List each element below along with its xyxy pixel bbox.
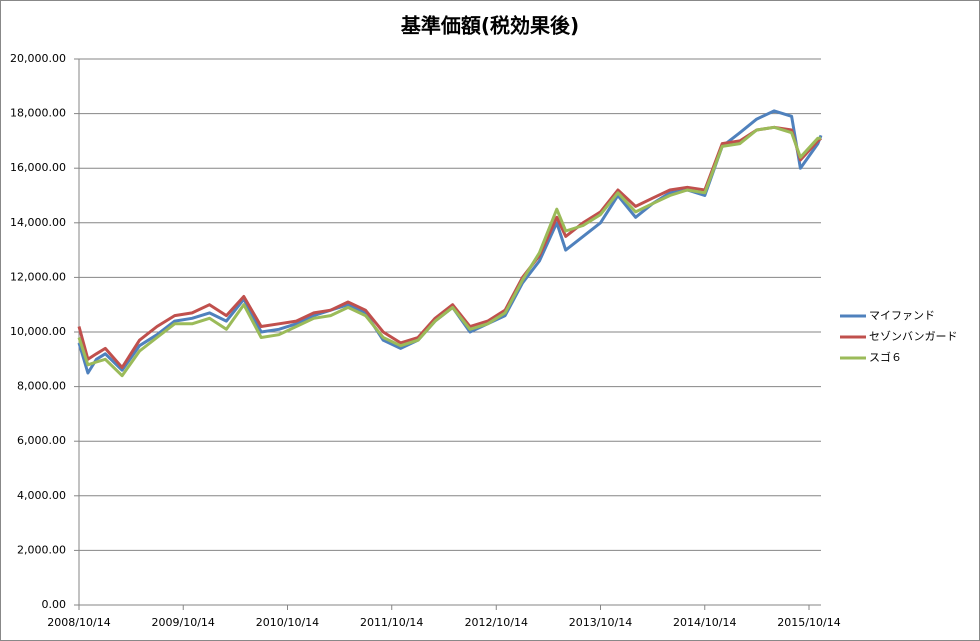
y-tick-label: 12,000.00 [10, 270, 66, 283]
y-tick-label: 16,000.00 [10, 161, 66, 174]
y-tick-label: 20,000.00 [10, 52, 66, 65]
y-tick-label: 8,000.00 [17, 380, 66, 393]
x-tick-label: 2011/10/14 [360, 616, 423, 629]
y-tick-label: 4,000.00 [17, 489, 66, 502]
x-tick-label: 2012/10/14 [465, 616, 528, 629]
series-line [77, 125, 821, 378]
legend-label: スゴ６ [869, 350, 902, 364]
x-tick-label: 2014/10/14 [673, 616, 736, 629]
x-tick-label: 2013/10/14 [569, 616, 632, 629]
y-tick-label: 14,000.00 [10, 216, 66, 229]
x-tick-label: 2015/10/14 [777, 616, 840, 629]
y-tick-label: 10,000.00 [10, 325, 66, 338]
x-tick-label: 2009/10/14 [152, 616, 215, 629]
y-tick-label: 6,000.00 [17, 434, 66, 447]
y-tick-label: 18,000.00 [10, 107, 66, 120]
chart-title: 基準価額(税効果後) [401, 14, 579, 38]
legend-label: マイファンド [869, 309, 935, 322]
legend-label: セゾンバンガード [869, 330, 958, 343]
y-tick-label: 0.00 [42, 598, 67, 611]
x-tick-label: 2010/10/14 [256, 616, 319, 629]
y-tick-label: 2,000.00 [17, 543, 66, 556]
x-tick-label: 2008/10/14 [47, 616, 110, 629]
